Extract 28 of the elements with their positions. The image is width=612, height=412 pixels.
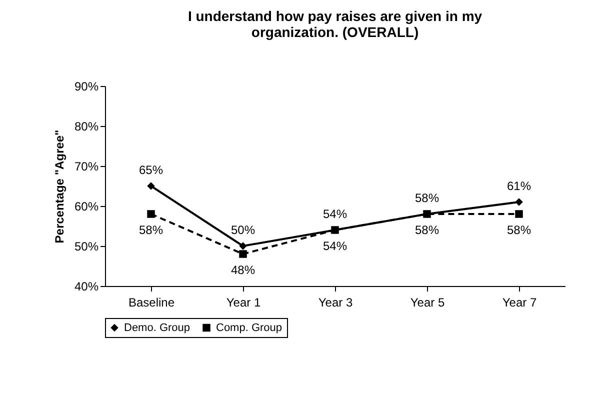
y-tick-label: 80%	[74, 120, 99, 134]
data-label: 58%	[414, 223, 440, 237]
y-axis-title: Percentage "Agree"	[52, 130, 66, 244]
point	[147, 210, 155, 218]
y-tick-label: 90%	[74, 80, 99, 94]
data-label: 54%	[322, 239, 348, 253]
y-tick-label: 60%	[74, 200, 99, 214]
x-tick-label: Year 3	[318, 296, 353, 310]
data-label: 58%	[414, 191, 440, 205]
legend-label: Demo. Group	[124, 322, 190, 334]
x-tick-label: Year 7	[502, 296, 537, 310]
data-label: 50%	[230, 223, 256, 237]
x-tick-label: Baseline	[128, 296, 175, 310]
data-label: 58%	[138, 223, 164, 237]
data-label: 48%	[230, 263, 256, 277]
y-tick-label: 50%	[74, 240, 99, 254]
data-label: 54%	[322, 207, 348, 221]
x-tick-label: Year 1	[226, 296, 261, 310]
legend-label: Comp. Group	[216, 322, 282, 334]
y-tick-label: 40%	[74, 280, 99, 294]
data-label: 61%	[506, 179, 532, 193]
chart-title: I understand how pay raises are given in my organization. (OVERALL)	[188, 8, 482, 40]
point	[515, 210, 523, 218]
point	[239, 250, 247, 258]
y-tick-label: 70%	[74, 160, 99, 174]
data-label: 58%	[506, 223, 532, 237]
data-label: 65%	[138, 163, 164, 177]
x-tick-label: Year 5	[410, 296, 445, 310]
